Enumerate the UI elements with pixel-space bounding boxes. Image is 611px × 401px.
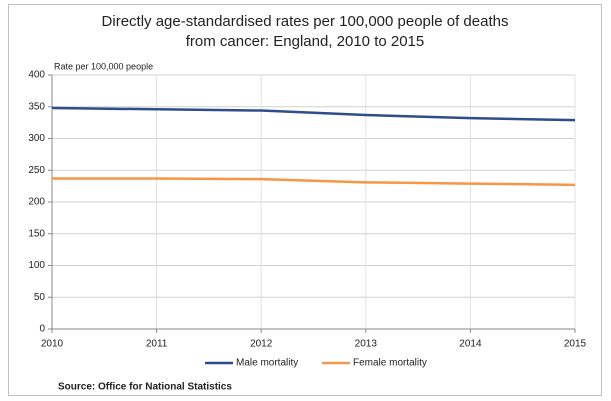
y-axis-label: Rate per 100,000 people bbox=[54, 61, 153, 71]
source: Source: Office for National Statistics bbox=[58, 382, 232, 393]
line-series bbox=[51, 106, 576, 122]
y-tick-label: 150 bbox=[28, 228, 45, 239]
x-tick-label: 2014 bbox=[459, 339, 482, 350]
x-tick-label: 2010 bbox=[41, 339, 64, 350]
legend-label: Male mortality bbox=[236, 358, 298, 369]
chart-title: Directly age-standardised rates per 100,… bbox=[101, 13, 509, 50]
y-tick-label: 250 bbox=[28, 165, 45, 176]
y-tick-label: 400 bbox=[28, 70, 45, 81]
y-tick-label: 300 bbox=[28, 133, 45, 144]
x-tick-label: 2011 bbox=[146, 339, 168, 350]
legend-label: Female mortality bbox=[353, 358, 427, 369]
x-tick-label: 2013 bbox=[355, 339, 378, 350]
x-tick-label: 2012 bbox=[250, 339, 273, 350]
y-tick-label: 350 bbox=[28, 101, 45, 112]
y-tick-label: 100 bbox=[28, 260, 45, 271]
line-series bbox=[52, 177, 576, 187]
chart-border bbox=[8, 4, 602, 396]
x-tick-label: 2015 bbox=[564, 339, 587, 350]
y-tick-label: 200 bbox=[28, 197, 45, 208]
y-tick-label: 0 bbox=[39, 324, 45, 335]
y-tick-label: 50 bbox=[34, 292, 46, 303]
